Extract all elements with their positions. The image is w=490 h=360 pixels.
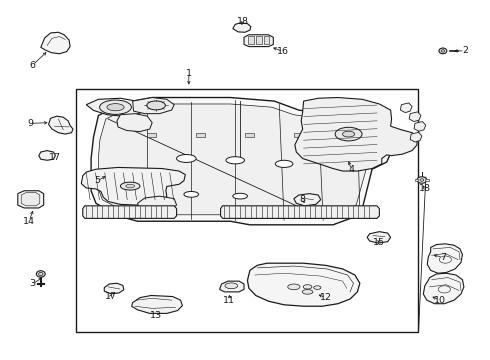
- Ellipse shape: [288, 284, 300, 290]
- Ellipse shape: [314, 286, 321, 289]
- Ellipse shape: [420, 179, 424, 181]
- Text: 13: 13: [150, 311, 162, 320]
- Ellipse shape: [107, 104, 124, 111]
- Polygon shape: [133, 98, 174, 114]
- Bar: [256, 36, 262, 44]
- Polygon shape: [39, 150, 55, 160]
- Polygon shape: [410, 132, 422, 142]
- Ellipse shape: [36, 271, 45, 277]
- Ellipse shape: [121, 182, 140, 190]
- Ellipse shape: [39, 273, 43, 275]
- Ellipse shape: [126, 184, 135, 188]
- Ellipse shape: [184, 192, 198, 197]
- Text: 1: 1: [186, 69, 192, 78]
- Ellipse shape: [335, 127, 362, 141]
- Text: 4: 4: [348, 166, 355, 175]
- Polygon shape: [409, 112, 421, 122]
- Polygon shape: [91, 98, 392, 225]
- Polygon shape: [427, 244, 463, 273]
- Ellipse shape: [297, 287, 318, 297]
- Ellipse shape: [226, 157, 245, 164]
- Text: 8: 8: [300, 195, 306, 204]
- Polygon shape: [244, 35, 273, 46]
- Text: 15: 15: [373, 238, 385, 247]
- Text: 6: 6: [29, 61, 35, 70]
- Text: 2: 2: [462, 46, 468, 55]
- Polygon shape: [400, 103, 412, 113]
- Bar: [147, 133, 156, 137]
- Text: 17: 17: [105, 292, 117, 301]
- Polygon shape: [295, 98, 417, 171]
- Ellipse shape: [99, 100, 131, 114]
- Bar: [245, 133, 254, 137]
- Ellipse shape: [176, 154, 196, 162]
- Bar: [76, 89, 418, 332]
- Polygon shape: [220, 206, 379, 219]
- Bar: [294, 133, 303, 137]
- Polygon shape: [132, 296, 182, 314]
- Polygon shape: [98, 104, 381, 219]
- Ellipse shape: [225, 283, 238, 289]
- Polygon shape: [233, 23, 251, 32]
- Ellipse shape: [302, 289, 313, 294]
- Polygon shape: [81, 167, 185, 205]
- Polygon shape: [83, 206, 176, 219]
- Text: 9: 9: [27, 119, 33, 128]
- Text: 18: 18: [419, 184, 431, 193]
- Polygon shape: [425, 179, 429, 181]
- Polygon shape: [138, 196, 176, 212]
- Text: 16: 16: [277, 47, 289, 56]
- Polygon shape: [367, 231, 391, 243]
- Text: 17: 17: [49, 153, 61, 162]
- Text: 12: 12: [319, 293, 332, 302]
- Polygon shape: [117, 114, 152, 132]
- Ellipse shape: [233, 193, 247, 199]
- Polygon shape: [21, 193, 40, 206]
- Polygon shape: [49, 116, 73, 134]
- Polygon shape: [86, 98, 145, 116]
- Bar: [196, 133, 205, 137]
- Bar: [248, 36, 254, 44]
- Ellipse shape: [417, 177, 427, 183]
- Ellipse shape: [439, 48, 447, 54]
- Ellipse shape: [275, 160, 293, 167]
- Ellipse shape: [303, 285, 312, 289]
- Ellipse shape: [343, 131, 355, 137]
- Text: 3: 3: [29, 279, 35, 288]
- Polygon shape: [423, 273, 464, 304]
- Polygon shape: [18, 191, 44, 208]
- Text: 7: 7: [440, 253, 446, 262]
- Polygon shape: [294, 194, 321, 206]
- Ellipse shape: [441, 50, 444, 52]
- Bar: [338, 133, 346, 137]
- Text: 11: 11: [223, 296, 235, 305]
- Polygon shape: [220, 281, 244, 292]
- Text: 10: 10: [434, 296, 445, 305]
- Text: 14: 14: [23, 217, 35, 226]
- Text: 18: 18: [237, 17, 248, 26]
- Polygon shape: [415, 179, 418, 181]
- Polygon shape: [414, 122, 426, 131]
- Text: 5: 5: [95, 176, 100, 185]
- Bar: [264, 36, 270, 44]
- Polygon shape: [104, 283, 124, 294]
- Polygon shape: [247, 263, 360, 306]
- Ellipse shape: [147, 101, 165, 110]
- Polygon shape: [41, 32, 70, 54]
